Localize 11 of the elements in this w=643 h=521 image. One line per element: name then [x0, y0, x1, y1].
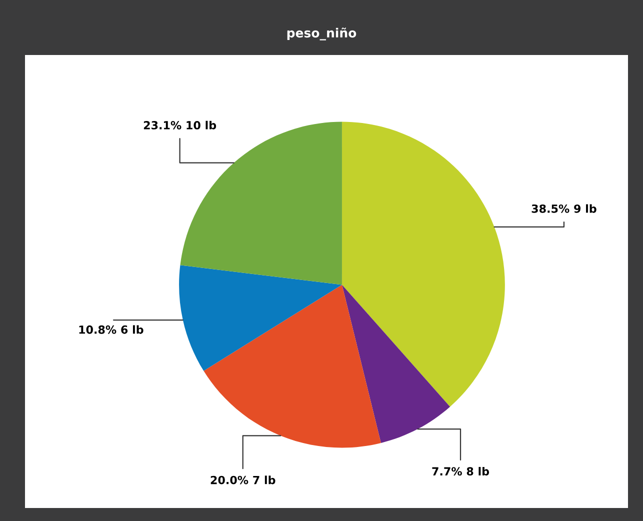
- chart-title: peso_niño: [287, 28, 356, 40]
- slice-label: 10.8% 6 lb: [79, 325, 144, 334]
- slice-label: 23.1% 10 lb: [144, 120, 216, 130]
- pie-slice: [180, 122, 342, 285]
- pie-slice: [179, 265, 342, 371]
- slice-label: 38.5% 9 lb: [532, 204, 596, 213]
- pie-slice: [204, 284, 381, 448]
- pie-slice: [342, 122, 505, 407]
- slice-label: 7.7% 8 lb: [432, 466, 490, 476]
- pie-slice: [342, 284, 450, 443]
- slice-label: 20.0% 7 lb: [210, 476, 276, 484]
